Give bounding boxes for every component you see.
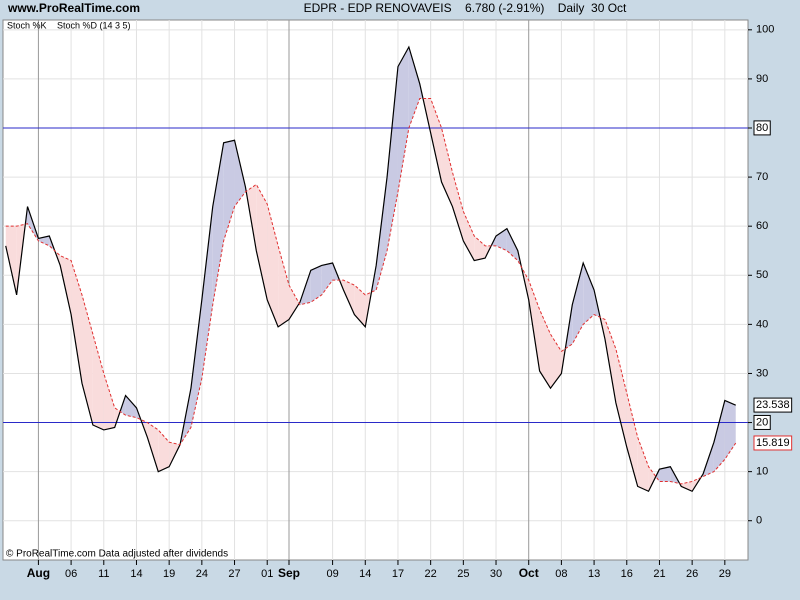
fill-band [212, 142, 224, 305]
fill-band [223, 140, 235, 241]
y-tick-label: 60 [756, 220, 768, 232]
fill-band [452, 172, 464, 241]
x-tick-label: 30 [490, 568, 502, 580]
fill-band [681, 481, 693, 492]
x-tick-label: 17 [392, 568, 404, 580]
x-tick-label: 21 [653, 568, 665, 580]
fill-band [496, 228, 507, 251]
fill-band [267, 204, 279, 327]
x-tick-label: 24 [196, 568, 208, 580]
label-box [753, 120, 771, 136]
y-tick-label: 90 [756, 73, 768, 85]
fill-band [659, 466, 671, 482]
site-name: www.ProRealTime.com [7, 1, 140, 15]
fill-band [397, 47, 409, 192]
fill-band [713, 400, 725, 472]
fill-band [430, 98, 442, 182]
last-value-label: 23.538 [756, 399, 790, 411]
fill-band [376, 177, 388, 290]
fill-band [278, 245, 290, 327]
fill-band [354, 285, 366, 327]
fill-band [310, 265, 322, 303]
fill-band [583, 263, 595, 325]
y-tick-label: 50 [756, 269, 768, 281]
x-tick-label: 06 [65, 568, 77, 580]
y-tick-label: 70 [756, 171, 768, 183]
x-tick-label: 14 [359, 568, 371, 580]
fill-band [604, 319, 616, 403]
fill-band [343, 280, 355, 315]
chart-title: EDPR - EDP RENOVAVEIS 6.780 (-2.91%) Dai… [304, 1, 627, 15]
x-tick-label: 27 [228, 568, 240, 580]
x-tick-label: 29 [719, 568, 731, 580]
legend-d: Stoch %D (14 3 5) [57, 20, 131, 30]
series-line [5, 45, 736, 493]
reference-label: 80 [756, 122, 768, 134]
x-tick-label: 26 [686, 568, 698, 580]
x-tick-label: Oct [519, 566, 539, 580]
fill-band [539, 309, 551, 389]
fill-band [190, 299, 202, 428]
fill-band [474, 236, 486, 261]
fill-band [92, 334, 104, 430]
x-tick-label: Aug [27, 566, 50, 580]
y-tick-label: 40 [756, 318, 768, 330]
fill-band [201, 206, 213, 379]
fill-band [637, 437, 649, 492]
fill-band [289, 285, 300, 320]
fill-band [234, 140, 246, 207]
fill-band [125, 395, 137, 418]
fill-band [463, 211, 475, 261]
fill-band [408, 47, 420, 128]
x-tick-label: 16 [621, 568, 633, 580]
fill-band [158, 429, 170, 472]
fill-band [648, 466, 656, 492]
x-tick-label: 19 [163, 568, 175, 580]
x-tick-label: 08 [555, 568, 567, 580]
x-tick-label: 14 [130, 568, 142, 580]
x-tick-label: Sep [278, 566, 300, 580]
last-value-label: 15.819 [756, 437, 790, 449]
y-tick-label: 100 [756, 24, 774, 36]
x-tick-label: 13 [588, 568, 600, 580]
fill-band [321, 263, 333, 295]
x-tick-label: 22 [425, 568, 437, 580]
label-box [753, 397, 793, 413]
x-tick-label: 09 [326, 568, 338, 580]
label-box [753, 414, 771, 430]
fill-band [5, 226, 17, 295]
y-tick-label: 0 [756, 515, 762, 527]
legend-k: Stoch %K [7, 20, 47, 30]
x-tick-label: 11 [98, 568, 109, 580]
fill-band [572, 263, 584, 344]
x-tick-label: 01 [261, 568, 273, 580]
fill-band [103, 373, 115, 430]
fill-band [724, 400, 736, 460]
x-tick-label: 25 [457, 568, 469, 580]
y-tick-label: 30 [756, 367, 768, 379]
y-tick-label: 10 [756, 466, 768, 478]
fill-band [147, 422, 159, 472]
fill-band [626, 393, 638, 487]
fill-band [256, 184, 268, 300]
footer-note: © ProRealTime.com Data adjusted after di… [6, 549, 228, 560]
reference-label: 20 [756, 416, 768, 428]
fill-band [71, 260, 82, 384]
label-box [753, 435, 793, 451]
